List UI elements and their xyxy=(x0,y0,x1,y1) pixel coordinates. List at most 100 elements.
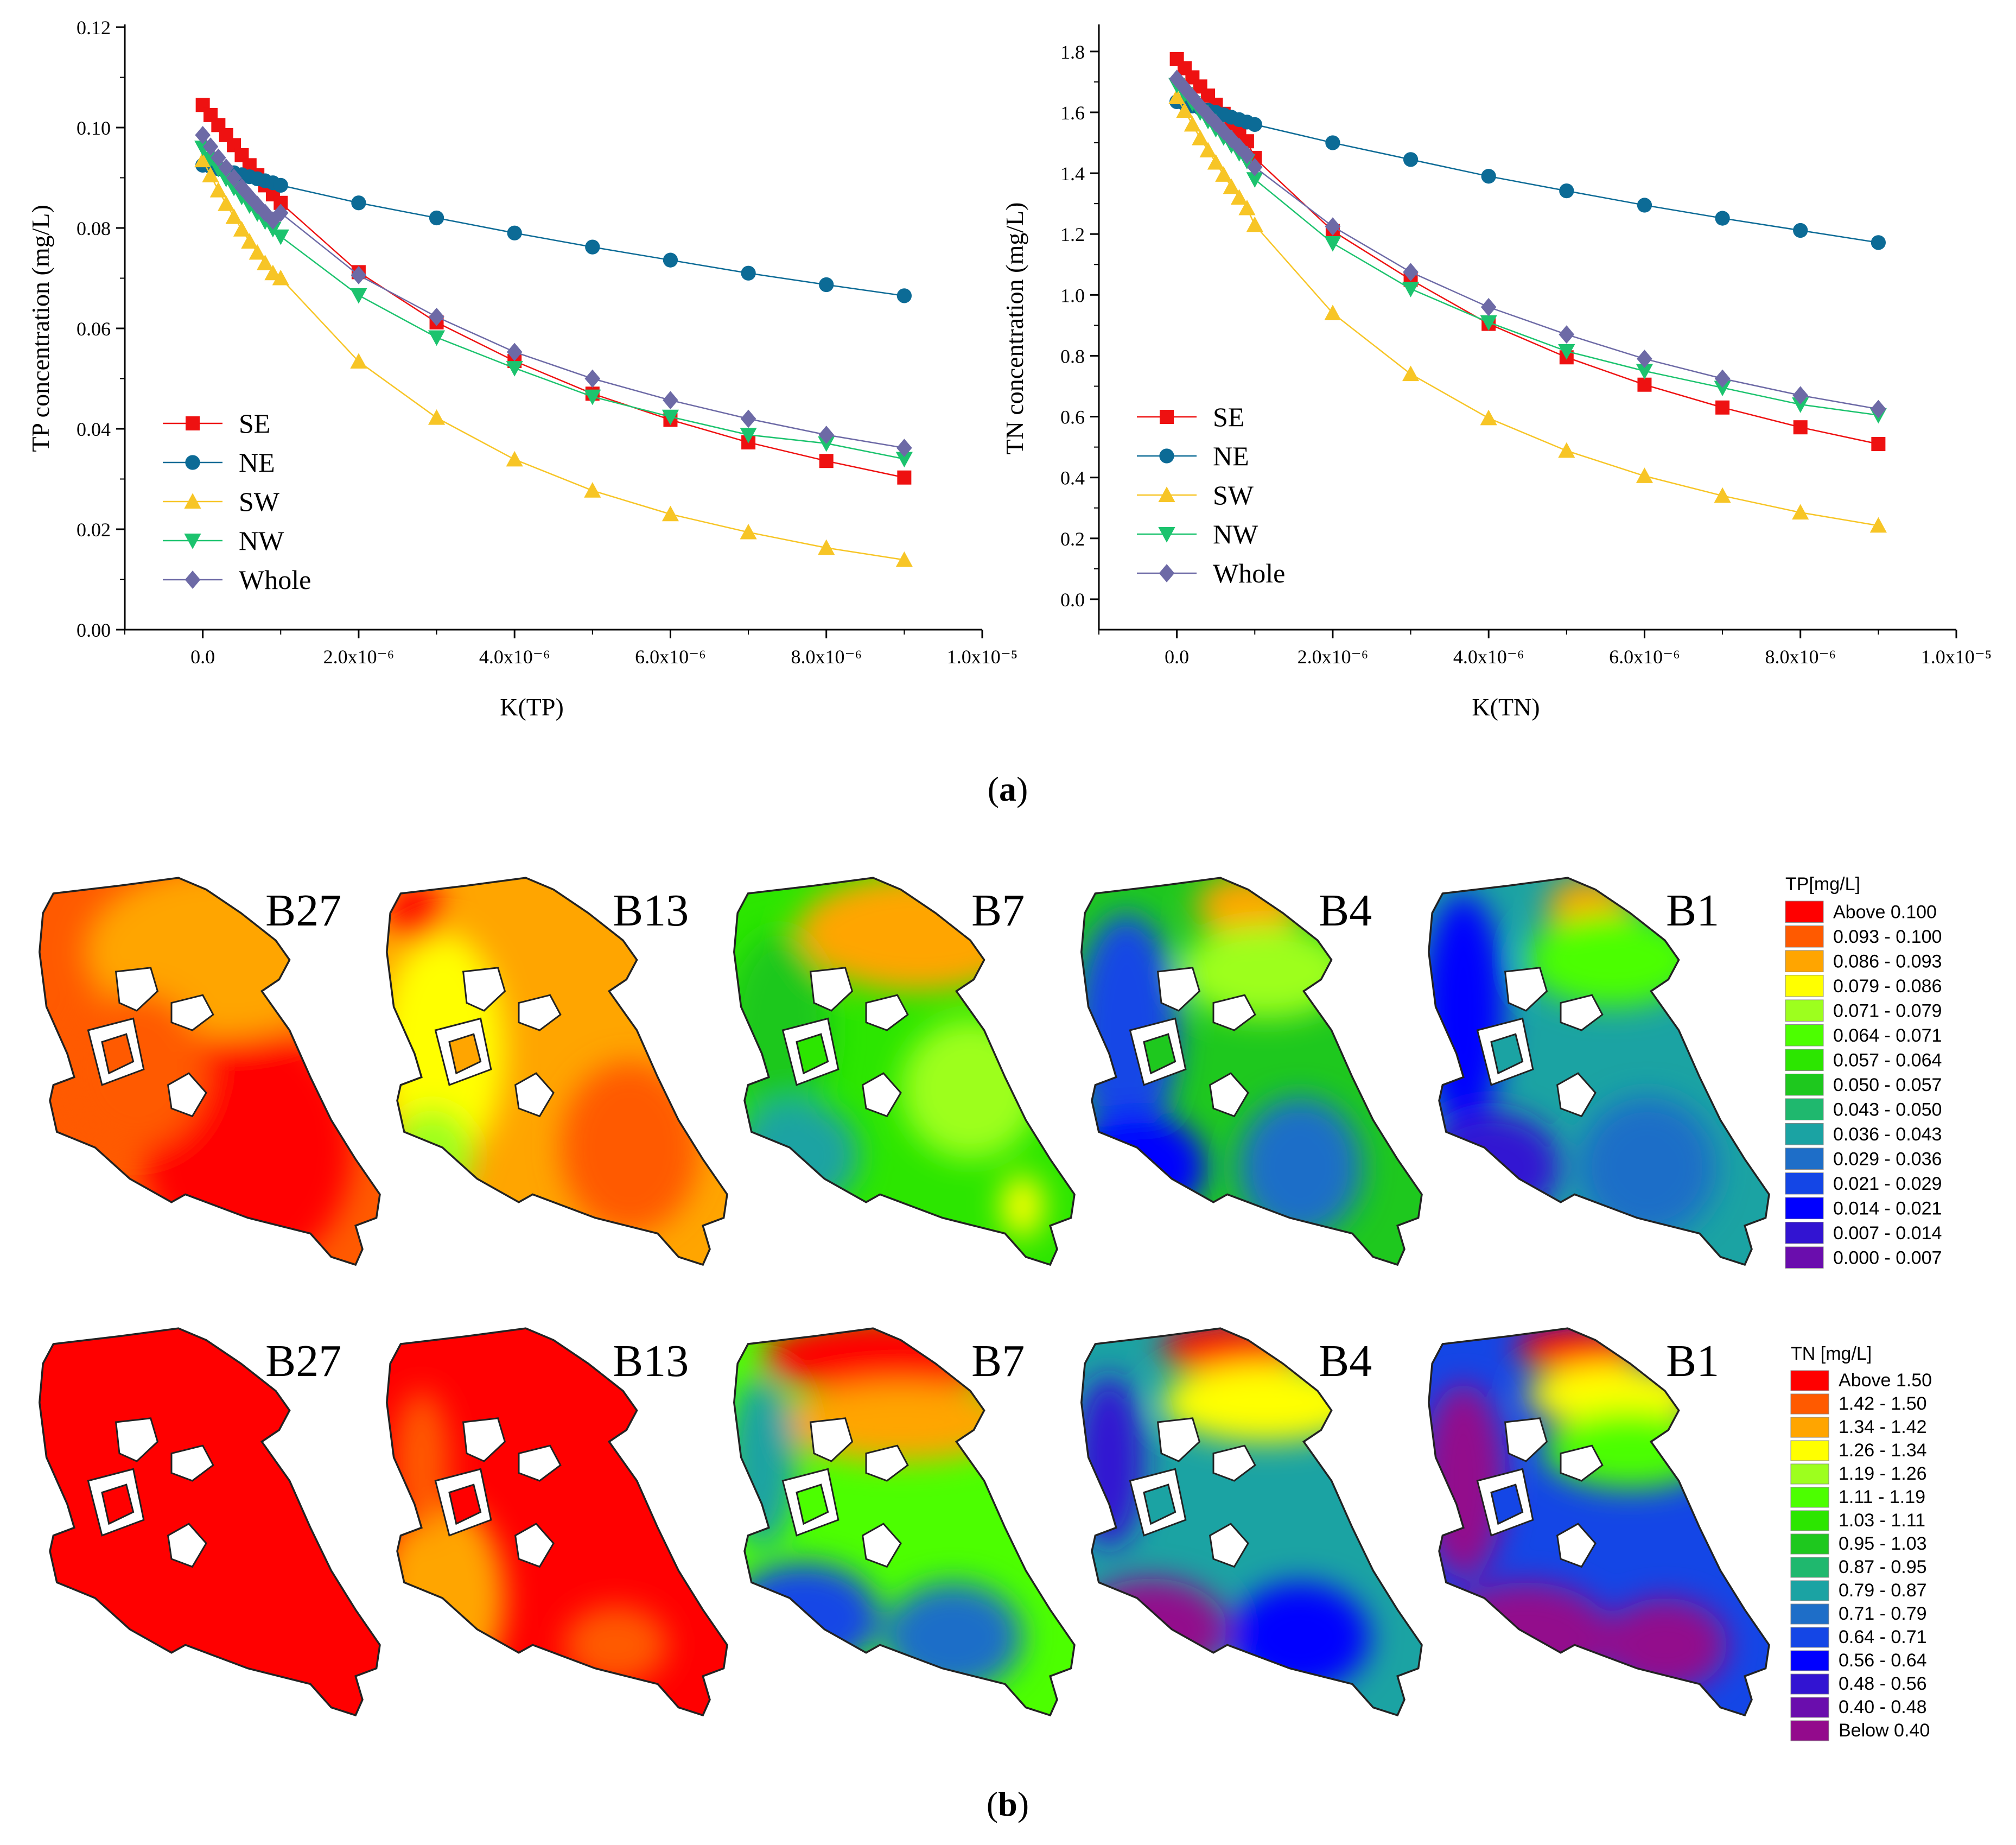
data-point-whole xyxy=(226,168,242,187)
legend-swatch xyxy=(1790,1557,1829,1578)
ring-channel xyxy=(448,1033,482,1075)
data-point-ne xyxy=(507,225,522,240)
tn-color-legend: TN [mg/L] Above 1.501.42 - 1.50 1.34 - 1.4… xyxy=(1790,1343,1932,1741)
concentration-zone xyxy=(734,1375,797,1548)
map-label: B1 xyxy=(1666,885,1719,936)
lake-outline xyxy=(1080,1327,1423,1717)
lake-outline xyxy=(733,877,1076,1266)
legend-swatch xyxy=(1785,925,1824,948)
legend-label: 1.11 - 1.19 xyxy=(1839,1487,1925,1507)
island xyxy=(115,1417,159,1462)
legend-swatch xyxy=(1790,1697,1829,1718)
legend-swatch xyxy=(1790,1440,1829,1461)
island xyxy=(1504,967,1548,1012)
series-line-sw xyxy=(1176,97,1879,527)
island xyxy=(518,1444,562,1482)
data-point-whole xyxy=(1559,325,1575,344)
legend-swatch xyxy=(1785,950,1824,972)
island xyxy=(462,1417,506,1462)
tn-map-b7: B7 xyxy=(733,1327,1076,1717)
x-tick-label: 8.0x10⁻⁶ xyxy=(791,646,862,668)
lake-outline xyxy=(39,877,381,1266)
y-tick-label: 1.6 xyxy=(1060,102,1085,124)
data-point-sw xyxy=(1246,216,1263,232)
concentration-zone xyxy=(1081,1112,1207,1222)
island xyxy=(518,994,562,1031)
data-point-whole xyxy=(1403,263,1419,282)
data-point-sw xyxy=(1480,409,1497,426)
island xyxy=(865,1444,909,1482)
y-tick-label: 1.0 xyxy=(1060,284,1085,306)
data-point-whole xyxy=(202,137,219,156)
legend-swatch xyxy=(1785,1098,1824,1120)
data-point-whole xyxy=(351,266,367,284)
data-point-sw xyxy=(194,151,212,168)
legend-label: 0.79 - 0.87 xyxy=(1839,1580,1927,1601)
y-tick-label: 0.02 xyxy=(77,519,111,541)
legend-swatch xyxy=(1790,1603,1829,1625)
data-point-sw xyxy=(1324,305,1341,320)
legend-swatch xyxy=(1785,975,1824,997)
data-point-whole xyxy=(218,158,234,177)
x-tick-label: 6.0x10⁻⁶ xyxy=(1609,646,1680,668)
lake-outline xyxy=(1080,877,1423,1266)
data-point-ne xyxy=(1247,117,1262,132)
concentration-zone xyxy=(1081,913,1179,1147)
legend-label-sw: SW xyxy=(1213,480,1254,510)
data-point-ne xyxy=(1325,135,1340,150)
legend-label: 0.043 - 0.050 xyxy=(1833,1100,1942,1120)
data-point-sw xyxy=(1402,365,1420,382)
island xyxy=(809,1417,854,1462)
concentration-zone xyxy=(734,1100,860,1210)
legend-label: 1.42 - 1.50 xyxy=(1839,1393,1927,1414)
map-label: B4 xyxy=(1319,885,1372,936)
data-point-whole xyxy=(663,391,678,410)
data-point-ne xyxy=(663,252,678,268)
y-tick-label: 0.08 xyxy=(77,218,111,239)
concentration-zone xyxy=(1001,1175,1044,1238)
x-tick-label: 0.0 xyxy=(1165,646,1189,668)
legend-label-nw: NW xyxy=(239,525,284,556)
island xyxy=(1560,994,1604,1031)
legend-marker-whole xyxy=(1159,564,1175,582)
map-label: B27 xyxy=(265,1336,341,1386)
legend-label: 0.56 - 0.64 xyxy=(1839,1650,1927,1671)
legend-swatch xyxy=(1790,1627,1829,1648)
lake-outline xyxy=(1428,877,1770,1266)
y-tick-label: 0.4 xyxy=(1060,467,1085,489)
legend-label: Below 0.40 xyxy=(1839,1720,1930,1741)
data-point-nw xyxy=(895,452,913,468)
data-point-nw xyxy=(1246,172,1263,188)
legend-label-sw: SW xyxy=(239,486,280,517)
data-point-nw xyxy=(1480,315,1497,331)
data-point-se xyxy=(1715,400,1730,415)
lake-outline xyxy=(1428,1327,1770,1717)
concentration-zone xyxy=(560,1061,699,1234)
data-point-whole xyxy=(195,125,211,144)
concentration-zone xyxy=(901,1018,1040,1159)
legend-swatch xyxy=(1790,1533,1829,1555)
island xyxy=(1209,1072,1249,1118)
y-axis-label: TN concentration (mg/L) xyxy=(1001,202,1028,455)
legend-label: 0.71 - 0.79 xyxy=(1839,1603,1927,1624)
legend-swatch xyxy=(1785,901,1824,923)
y-tick-label: 0.12 xyxy=(77,17,111,39)
data-point-ne xyxy=(1793,223,1808,238)
y-tick-label: 1.8 xyxy=(1060,41,1085,63)
data-point-sw xyxy=(895,551,913,567)
data-point-sw xyxy=(1192,130,1209,145)
ring-channel xyxy=(1490,1483,1524,1525)
legend-label: 0.064 - 0.071 xyxy=(1833,1025,1942,1046)
data-point-whole xyxy=(506,343,523,362)
data-point-sw xyxy=(225,208,243,224)
data-point-nw xyxy=(1792,397,1809,413)
concentration-zone xyxy=(393,1391,449,1532)
ring-channel xyxy=(101,1483,135,1525)
x-tick-label: 2.0x10⁻⁶ xyxy=(1298,646,1369,668)
x-tick-label: 4.0x10⁻⁶ xyxy=(1453,646,1524,668)
data-point-whole xyxy=(257,204,273,223)
legend-label: 1.19 - 1.26 xyxy=(1839,1463,1927,1484)
legend-label: 0.95 - 1.03 xyxy=(1839,1533,1927,1554)
tp-color-legend: TP[mg/L] Above 0.100 0.093 - 0.100 0.086 - … xyxy=(1785,874,1942,1269)
concentration-zone xyxy=(1081,1375,1144,1548)
